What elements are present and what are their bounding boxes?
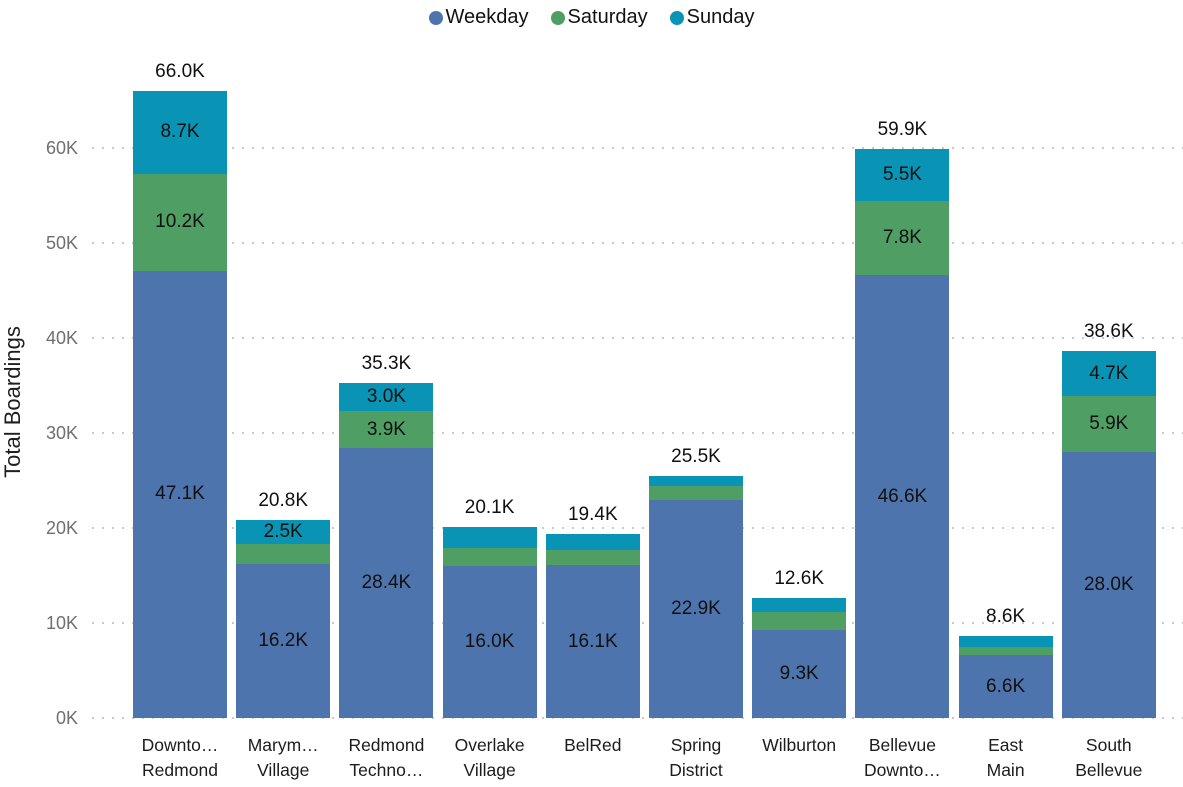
bar-segment-sunday[interactable] <box>545 533 640 550</box>
bar-segment-sunday[interactable] <box>1061 351 1156 396</box>
x-axis-category-label: Wilburton <box>762 735 837 755</box>
bar-total-label: 25.5K <box>671 445 721 467</box>
gridline <box>92 337 1183 339</box>
bar-segment-sunday[interactable] <box>133 91 227 174</box>
y-axis-title: Total Boardings <box>0 326 25 478</box>
bar-segment-saturday[interactable] <box>545 549 640 566</box>
x-axis-category-label: Overlake Village <box>454 735 525 780</box>
x-axis-category-label: Spring District <box>669 735 723 780</box>
bar-segment-weekday[interactable] <box>855 275 950 718</box>
legend-item-sunday[interactable]: Sunday <box>669 6 755 29</box>
bar-segment-saturday[interactable] <box>958 646 1053 656</box>
bar-segment-saturday[interactable] <box>855 201 950 276</box>
bar-segment-sunday[interactable] <box>442 527 537 548</box>
legend-item-label: Sunday <box>686 6 755 28</box>
y-axis-tick-label: 30K <box>45 423 78 443</box>
gridline <box>92 717 1183 719</box>
y-axis-tick-label: 40K <box>45 328 78 348</box>
bar-total-label: 8.6K <box>986 606 1026 628</box>
bar-segment-weekday[interactable] <box>236 564 331 718</box>
bar-total-label: 38.6K <box>1083 321 1134 343</box>
bar-segment-weekday[interactable] <box>1061 452 1156 718</box>
bar-segment-sunday[interactable] <box>649 475 743 487</box>
bar-segment-sunday[interactable] <box>236 520 331 545</box>
x-axis-category-label: Redmond Techno… <box>348 735 425 780</box>
bar-total-label: 12.6K <box>774 568 825 590</box>
y-axis-tick-label: 10K <box>45 613 78 633</box>
x-axis-category-label: South Bellevue <box>1075 735 1143 780</box>
bar-segment-sunday[interactable] <box>752 598 847 612</box>
bar-segment-saturday[interactable] <box>133 173 227 271</box>
bar-segment-saturday[interactable] <box>236 544 331 565</box>
bar-total-label: 35.3K <box>361 352 412 374</box>
x-axis-category-label: Bellevue Downto… <box>863 735 941 780</box>
y-axis-tick-label: 0K <box>55 708 78 728</box>
legend: Weekday Saturday Sunday <box>0 6 1183 29</box>
legend-item-saturday[interactable]: Saturday <box>550 6 648 29</box>
gridline <box>92 242 1183 244</box>
gridline <box>92 527 1183 529</box>
y-axis-tick-label: 50K <box>45 233 78 253</box>
bar-total-label: 59.9K <box>877 118 928 140</box>
bar-segment-saturday[interactable] <box>442 547 537 566</box>
sunday-legend-dot-icon <box>669 10 684 25</box>
bar-total-label: 66.0K <box>155 61 205 82</box>
x-axis-category-label: Marym… Village <box>247 735 319 780</box>
bar-total-label: 20.1K <box>464 497 515 519</box>
x-axis-category-label: East Main <box>986 735 1025 780</box>
weekday-legend-dot-icon <box>428 10 443 25</box>
bar-segment-saturday[interactable] <box>752 611 847 630</box>
bar-segment-weekday[interactable] <box>339 448 434 718</box>
bar-segment-saturday[interactable] <box>649 486 743 501</box>
x-axis-category-label: BelRed <box>564 735 622 755</box>
bar-segment-weekday[interactable] <box>649 500 743 718</box>
bar-segment-weekday[interactable] <box>133 270 227 718</box>
bar-segment-saturday[interactable] <box>1061 395 1156 452</box>
gridline <box>92 432 1183 434</box>
bar-total-label: 19.4K <box>567 503 618 525</box>
bar-segment-weekday[interactable] <box>958 655 1053 718</box>
legend-item-label: Weekday <box>445 6 529 28</box>
y-axis-tick-label: 20K <box>45 518 78 538</box>
gridline <box>92 147 1183 149</box>
bar-segment-weekday[interactable] <box>442 566 537 718</box>
x-axis-category-label: Downto… Redmond <box>141 735 219 780</box>
bar-segment-weekday[interactable] <box>752 629 847 718</box>
bar-total-label: 20.8K <box>258 490 309 512</box>
bar-segment-sunday[interactable] <box>339 382 434 412</box>
bar-segment-saturday[interactable] <box>339 411 434 449</box>
legend-item-label: Saturday <box>567 6 648 28</box>
bar-segment-sunday[interactable] <box>855 148 950 202</box>
legend-item-weekday[interactable]: Weekday <box>428 6 529 29</box>
bar-segment-sunday[interactable] <box>958 636 1053 647</box>
saturday-legend-dot-icon <box>550 10 565 25</box>
y-axis-tick-label: 60K <box>45 138 78 158</box>
bar-segment-weekday[interactable] <box>545 565 640 718</box>
